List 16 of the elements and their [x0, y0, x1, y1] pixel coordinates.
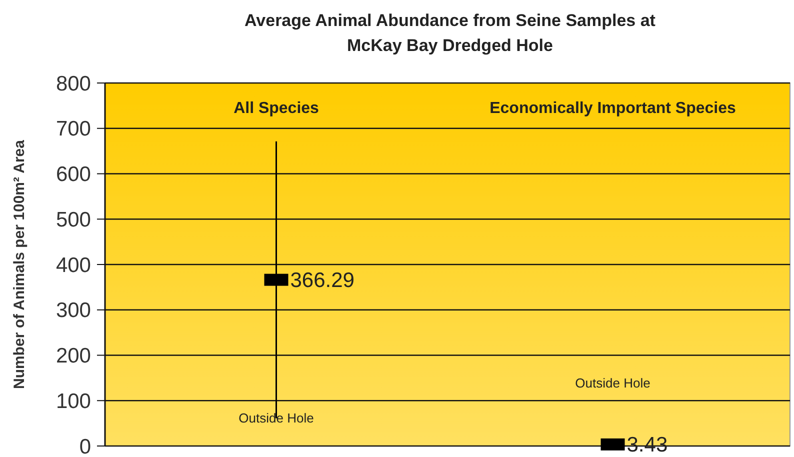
x-tick-label: Economically Important Species [490, 100, 736, 117]
y-tick-label: 0 [79, 435, 91, 457]
y-tick-label: 100 [56, 390, 91, 413]
y-tick-label: 200 [56, 344, 91, 368]
chart-title: Average Animal Abundance from Seine Samples at McKay Bay Dredged Hole [244, 11, 656, 55]
y-tick-label: 700 [56, 118, 91, 141]
y-tick-label: 800 [56, 72, 91, 96]
y-tick-label: 300 [56, 299, 91, 322]
data-label: 366.29 [290, 268, 354, 292]
x-tick-label: All Species [234, 100, 320, 117]
annotation: Outside Hole [238, 410, 314, 426]
annotation: Outside Hole [575, 376, 650, 391]
y-tick-label: 600 [56, 163, 91, 186]
y-axis-title: Number of Animals per 100m² Area [11, 139, 28, 389]
y-tick-label: 500 [56, 208, 91, 232]
y-tick-label: 400 [56, 254, 91, 277]
